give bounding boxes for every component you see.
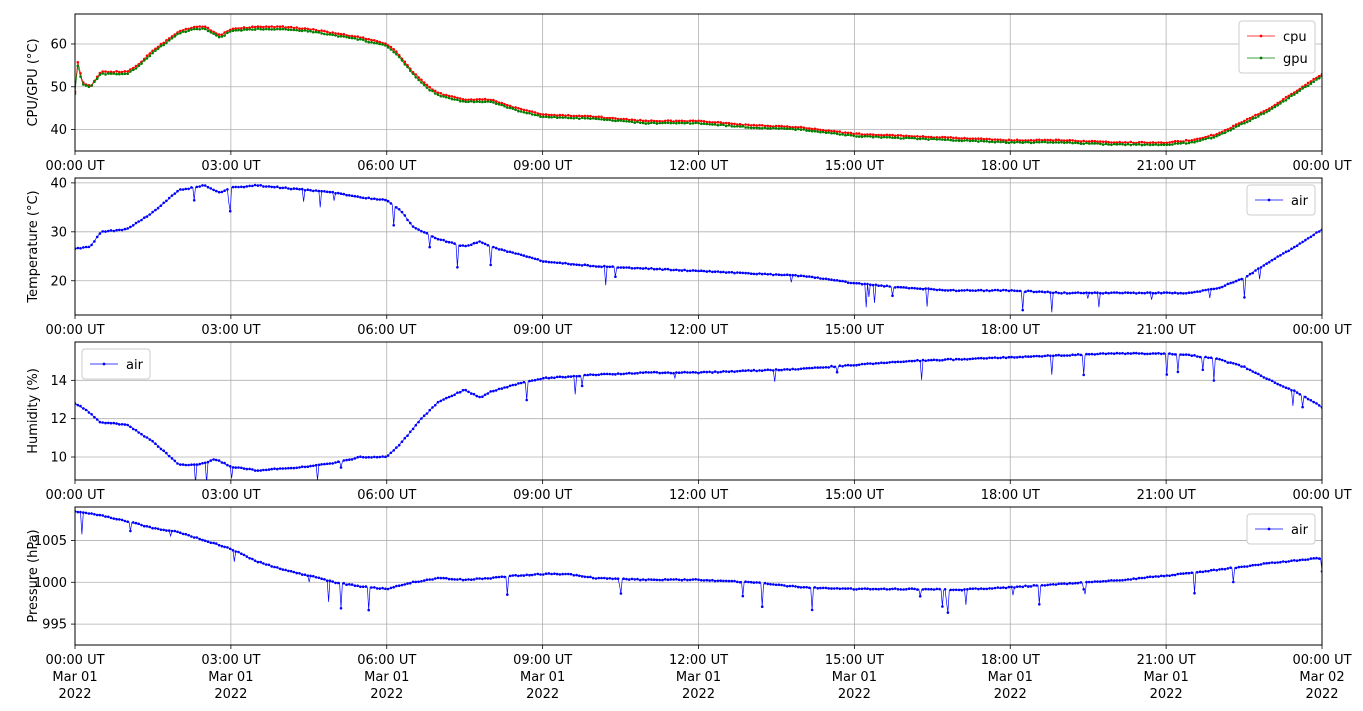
- plot-frame: [74, 177, 1323, 316]
- x-tick-date-label: Mar 01: [1144, 670, 1189, 685]
- x-tick-label: 06:00 UT: [357, 323, 416, 338]
- x-tick-label: 18:00 UT: [981, 653, 1040, 668]
- x-tick-label: 21:00 UT: [1137, 488, 1196, 503]
- legend: air: [81, 348, 151, 380]
- x-tick-year-label: 2022: [994, 687, 1027, 702]
- x-tick-year-label: 2022: [370, 687, 403, 702]
- y-tick-label: 50: [50, 80, 67, 95]
- x-tick-label: 09:00 UT: [513, 488, 572, 503]
- x-tick-label: 12:00 UT: [669, 653, 728, 668]
- x-tick-label: 03:00 UT: [201, 159, 260, 174]
- legend: cpu gpu: [1238, 20, 1316, 74]
- x-tick-label: 18:00 UT: [981, 159, 1040, 174]
- y-axis-label: Humidity (%): [26, 368, 41, 454]
- panel-0: 00:00 UT 03:00 UT 06:00 UT 09:00 UT 12:00 UT…: [26, 13, 1352, 174]
- x-tick-label: 12:00 UT: [669, 323, 728, 338]
- x-tick-year-label: 2022: [1150, 687, 1183, 702]
- y-tick-label: 995: [42, 618, 67, 633]
- y-tick-label: 30: [50, 225, 67, 240]
- y-tick-label: 1005: [34, 534, 67, 549]
- x-tick-label: 15:00 UT: [825, 159, 884, 174]
- x-tick-date-label: Mar 01: [208, 670, 253, 685]
- y-tick-label: 40: [50, 176, 67, 191]
- x-tick-label: 15:00 UT: [825, 488, 884, 503]
- y-tick-label: 60: [50, 37, 67, 52]
- y-tick-label: 10: [50, 451, 67, 466]
- x-tick-year-label: 2022: [838, 687, 871, 702]
- x-tick-date-label: Mar 01: [988, 670, 1033, 685]
- legend: air: [1246, 513, 1316, 545]
- x-tick-label: 21:00 UT: [1137, 159, 1196, 174]
- x-tick-year-label: 2022: [526, 687, 559, 702]
- legend-marker: [1267, 527, 1271, 531]
- x-tick-label: 18:00 UT: [981, 323, 1040, 338]
- y-axis-label: CPU/GPU (°C): [26, 38, 41, 126]
- x-tick-label: 09:00 UT: [513, 159, 572, 174]
- x-tick-label: 09:00 UT: [513, 323, 572, 338]
- legend: air: [1246, 184, 1316, 216]
- x-tick-label: 00:00 UT: [1292, 159, 1351, 174]
- x-tick-date-label: Mar 02: [1299, 670, 1344, 685]
- legend-label: cpu: [1283, 30, 1307, 45]
- legend-marker: [1267, 198, 1271, 202]
- x-tick-year-label: 2022: [682, 687, 715, 702]
- x-tick-label: 15:00 UT: [825, 653, 884, 668]
- x-tick-label: 03:00 UT: [201, 488, 260, 503]
- x-tick-label: 18:00 UT: [981, 488, 1040, 503]
- legend-marker: [1259, 56, 1263, 60]
- panel-1: 00:00 UT 03:00 UT 06:00 UT 09:00 UT 12:00 UT…: [26, 176, 1352, 338]
- y-tick-label: 12: [50, 412, 67, 427]
- x-tick-label: 12:00 UT: [669, 488, 728, 503]
- x-tick-label: 03:00 UT: [201, 653, 260, 668]
- x-tick-label: 09:00 UT: [513, 653, 572, 668]
- x-tick-date-label: Mar 01: [52, 670, 97, 685]
- y-tick-label: 20: [50, 274, 67, 289]
- y-tick-label: 14: [50, 374, 67, 389]
- x-tick-label: 00:00 UT: [1292, 653, 1351, 668]
- x-tick-label: 06:00 UT: [357, 159, 416, 174]
- x-tick-label: 06:00 UT: [357, 653, 416, 668]
- panel-2: 00:00 UT 03:00 UT 06:00 UT 09:00 UT 12:00 UT…: [26, 341, 1352, 503]
- x-tick-label: 12:00 UT: [669, 159, 728, 174]
- x-tick-year-label: 2022: [58, 687, 91, 702]
- x-tick-label: 15:00 UT: [825, 323, 884, 338]
- x-tick-label: 21:00 UT: [1137, 323, 1196, 338]
- x-tick-date-label: Mar 01: [364, 670, 409, 685]
- x-tick-label: 00:00 UT: [1292, 488, 1351, 503]
- x-tick-label: 21:00 UT: [1137, 653, 1196, 668]
- plot-frame: [74, 13, 1323, 152]
- y-tick-label: 40: [50, 123, 67, 138]
- panel-3: 00:00 UT Mar 01 2022 03:00 UT Mar 01 2022 06:0…: [26, 506, 1352, 702]
- x-tick-year-label: 2022: [1305, 687, 1338, 702]
- x-tick-label: 03:00 UT: [201, 323, 260, 338]
- y-axis-label: Pressure (hPa): [26, 529, 41, 622]
- y-tick-label: 1000: [34, 576, 67, 591]
- x-tick-date-label: Mar 01: [520, 670, 565, 685]
- x-tick-label: 00:00 UT: [45, 488, 104, 503]
- x-tick-date-label: Mar 01: [832, 670, 877, 685]
- y-axis-label: Temperature (°C): [26, 190, 41, 303]
- legend-label: air: [1291, 523, 1309, 538]
- x-tick-year-label: 2022: [214, 687, 247, 702]
- x-tick-label: 00:00 UT: [45, 159, 104, 174]
- plot-frame: [74, 341, 1323, 481]
- legend-label: air: [126, 358, 144, 373]
- x-tick-label: 06:00 UT: [357, 488, 416, 503]
- legend-marker: [102, 362, 106, 366]
- legend-label: gpu: [1283, 52, 1308, 67]
- x-tick-date-label: Mar 01: [676, 670, 721, 685]
- x-tick-label: 00:00 UT: [1292, 323, 1351, 338]
- legend-marker: [1259, 34, 1263, 38]
- x-tick-label: 00:00 UT: [45, 653, 104, 668]
- legend-label: air: [1291, 194, 1309, 209]
- plot-frame: [74, 506, 1323, 646]
- x-tick-label: 00:00 UT: [45, 323, 104, 338]
